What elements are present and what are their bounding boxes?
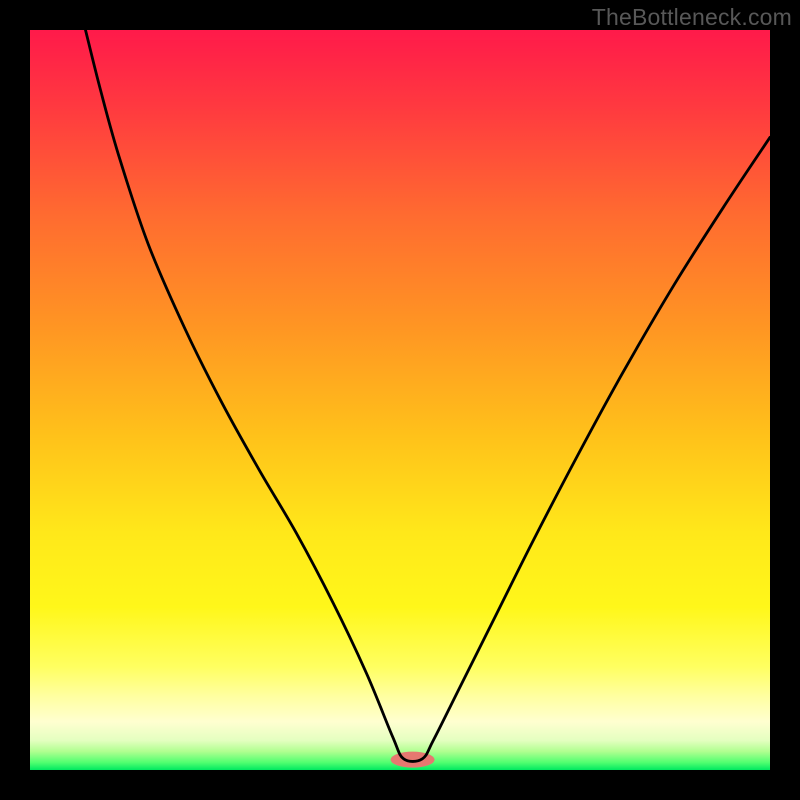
chart-container: TheBottleneck.com [0, 0, 800, 800]
plot-background [30, 30, 770, 770]
bottleneck-chart [0, 0, 800, 800]
attribution-label: TheBottleneck.com [592, 4, 792, 31]
